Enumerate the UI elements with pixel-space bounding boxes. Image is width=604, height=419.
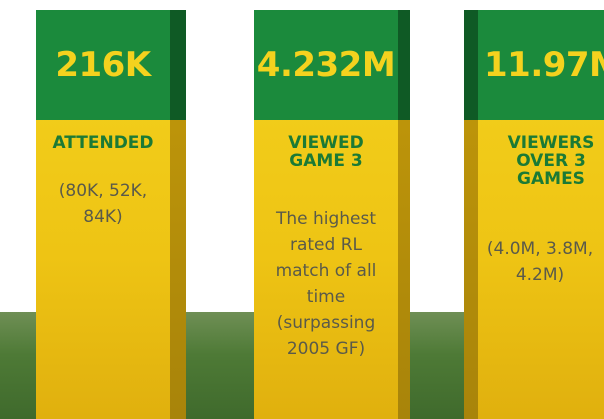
stat-note: (80K, 52K, 84K) [50, 178, 156, 230]
stat-note: The highest rated RL match of all time (… [264, 206, 388, 362]
pillar: 11.97M VIEWERS OVER 3 GAMES (4.0M, 3.8M,… [478, 10, 604, 419]
pillar-head: 4.232M [254, 10, 398, 120]
pillar-side [398, 10, 410, 419]
stat-label: VIEWERS OVER 3 GAMES [498, 134, 604, 188]
pillar-side [170, 10, 186, 419]
stat: 11.97M [484, 45, 604, 85]
pillar-head: 216K [36, 10, 170, 120]
stat-label: VIEWED GAME 3 [284, 134, 368, 170]
stat-label: ATTENDED [42, 134, 164, 152]
pillar: 216K ATTENDED (80K, 52K, 84K) [36, 10, 170, 419]
stat: 4.232M [257, 45, 395, 85]
pillar-head: 11.97M [478, 10, 604, 120]
stat-note: (4.0M, 3.8M, 4.2M) [482, 236, 598, 288]
stat: 216K [55, 45, 150, 85]
infographic: 216K ATTENDED (80K, 52K, 84K) 4.232M VIE… [0, 0, 604, 419]
pillar-side [464, 10, 478, 419]
pillar: 4.232M VIEWED GAME 3 The highest rated R… [254, 10, 398, 419]
